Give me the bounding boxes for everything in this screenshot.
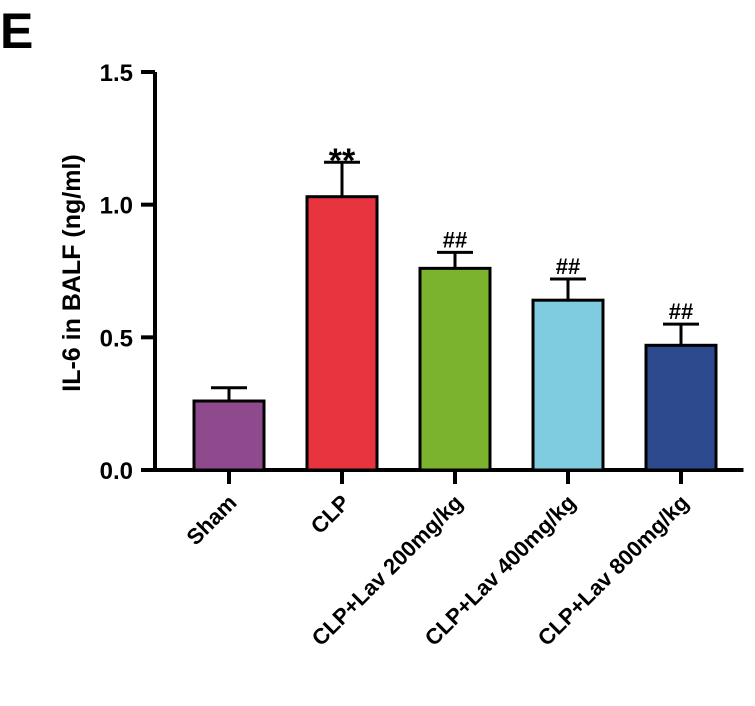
- bar: [418, 266, 492, 472]
- x-tick-label: CLP: [306, 490, 355, 539]
- y-axis-label: IL-6 in BALF (ng/ml): [58, 154, 86, 391]
- bar: [305, 195, 379, 472]
- significance-label: ##: [556, 254, 580, 279]
- bars: [192, 160, 718, 472]
- x-tick-label: Sham: [181, 490, 241, 550]
- y-tick-label: 0.0: [100, 458, 133, 485]
- y-tick-label: 1.5: [100, 60, 133, 87]
- significance-label: **: [329, 142, 356, 180]
- bar: [531, 298, 605, 472]
- bar: [192, 399, 266, 472]
- significance-label: ##: [669, 299, 693, 324]
- bar: [644, 343, 718, 472]
- y-tick-label: 1.0: [100, 193, 133, 220]
- panel-label: E: [0, 3, 33, 59]
- y-tick-label: 0.5: [100, 325, 133, 352]
- significance-label: ##: [443, 227, 467, 252]
